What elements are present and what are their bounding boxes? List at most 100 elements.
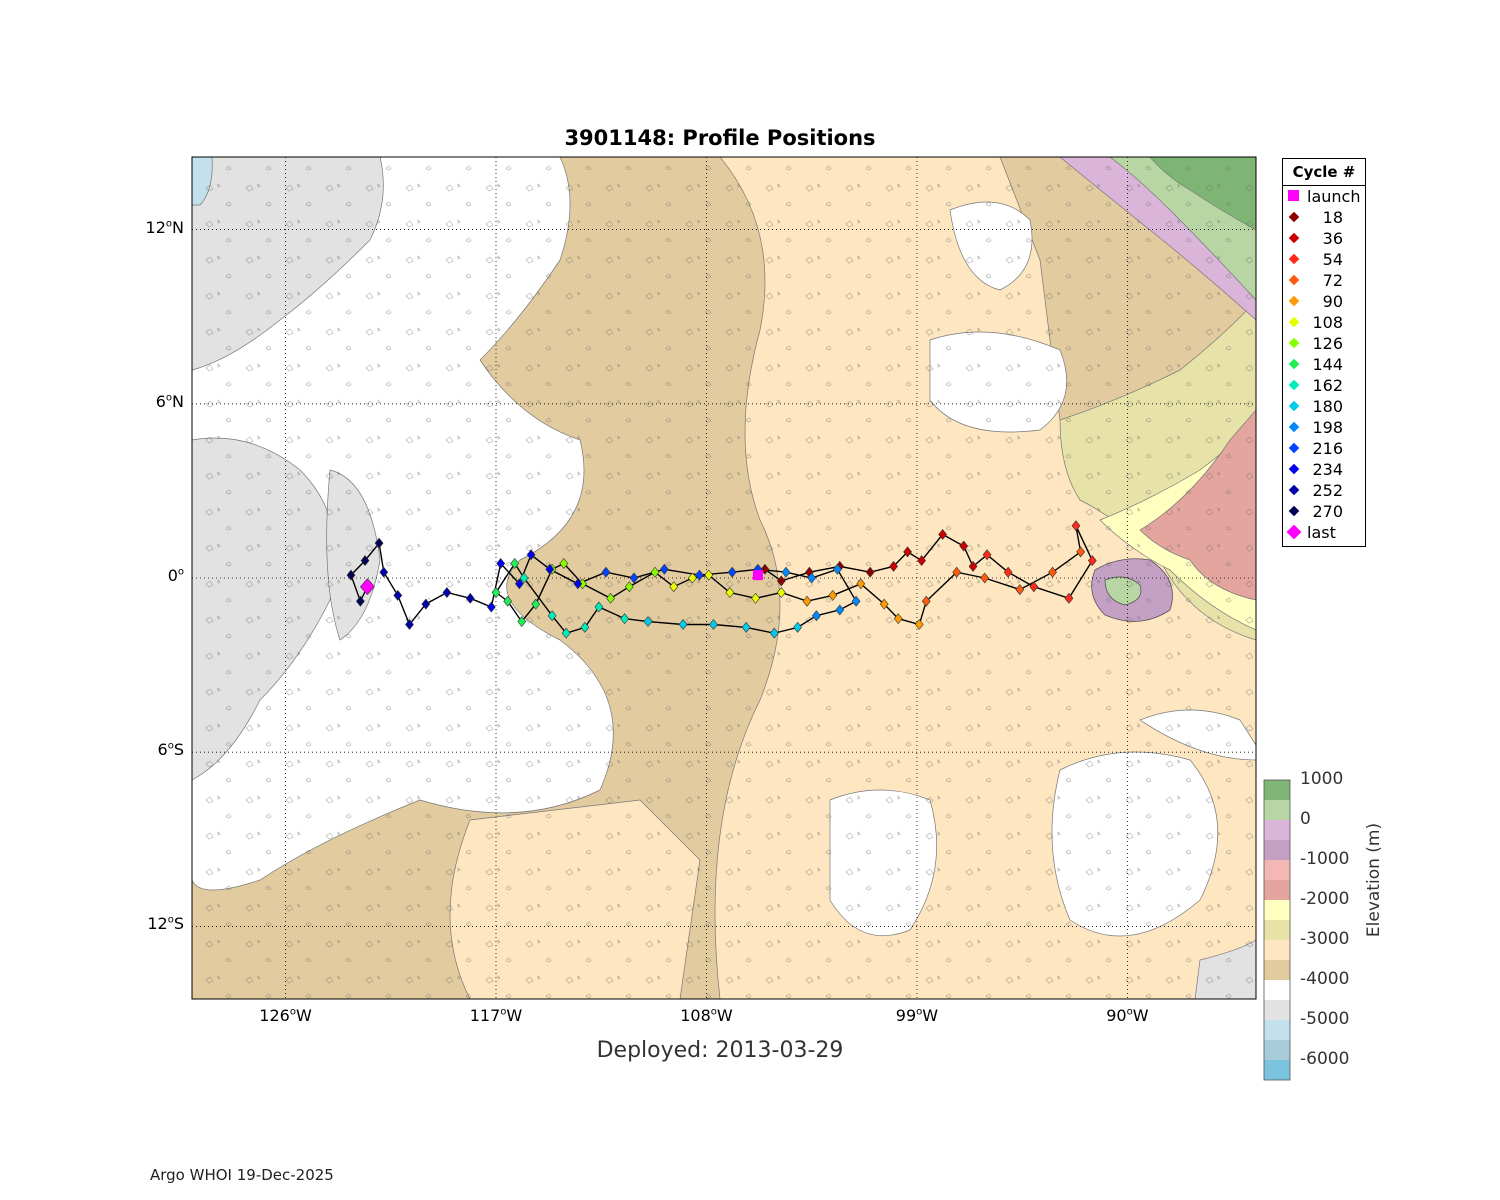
legend-label: 72 [1322,271,1343,290]
tick-hemi: N [172,391,184,411]
colorbar-swatch [1264,960,1290,980]
map-frame [191,156,1257,1000]
profile-point [559,558,569,569]
legend-item: 198 [1283,417,1365,438]
profile-point [491,587,501,598]
profile-point [688,572,697,584]
profile-point [515,578,524,590]
legend-label: 144 [1312,355,1343,374]
tick-deg: 6 [155,391,166,411]
legend-label: 234 [1312,460,1343,479]
colorbar-tick: -5000 [1300,1009,1350,1029]
legend-item: 126 [1283,333,1365,354]
tick-hemi: S [173,914,184,934]
profile-point [835,604,845,616]
colorbar-swatch [1264,980,1290,1000]
profile-point [856,578,866,590]
profile-point [1048,566,1057,578]
legend-item: last [1283,522,1365,543]
profile-point [865,566,875,578]
profile-point [811,610,821,622]
profile-point [606,592,615,604]
profile-point [760,563,770,575]
y-tick-label: 6oN [155,391,184,411]
profile-point [643,616,653,628]
profile-point [776,575,786,587]
profile-point [893,613,903,625]
tick-hemi: W [922,1006,939,1025]
profile-point [547,610,557,622]
legend-item: launch [1283,186,1365,207]
diamond-marker-icon [1288,379,1300,391]
profile-point [781,566,791,578]
tick-hemi: S [173,740,184,760]
colorbar-swatch [1264,800,1290,820]
legend-label: launch [1307,187,1361,206]
profile-point [629,572,639,584]
diamond-marker-icon [1286,524,1302,540]
colorbar-tick: -6000 [1300,1049,1350,1069]
diamond-marker-icon [1288,484,1300,496]
colorbar-swatch [1264,1000,1290,1020]
colorbar-swatch [1264,1040,1290,1060]
profile-point [624,581,634,593]
profile-point [531,598,541,610]
profile-point [421,598,431,610]
y-tick-label: 12oN [145,217,184,237]
colorbar-swatch [1264,880,1290,900]
profile-point [917,555,926,567]
launch-marker [752,570,763,581]
profile-point [776,587,786,598]
colorbar-tick: -4000 [1300,969,1350,989]
legend-label: 252 [1312,481,1343,500]
diamond-marker-icon [1288,421,1300,433]
tick-hemi: N [172,217,184,237]
profile-point [725,587,735,598]
profile-point [968,560,978,572]
x-tick-label: 126oW [259,1006,312,1025]
colorbar-swatch [1264,900,1290,920]
legend-label: 18 [1322,208,1343,227]
legend-title: Cycle # [1283,159,1365,186]
profile-point [982,549,992,561]
profile-point [1064,592,1074,604]
legend-item: 36 [1283,228,1365,249]
deployed-date: Deployed: 2013-03-29 [596,1038,844,1063]
x-tick-label: 90oW [1106,1006,1149,1025]
tick-hemi: W [506,1006,523,1025]
colorbar-swatch [1264,860,1290,880]
profile-point [793,621,803,633]
profile-point [379,566,389,578]
legend-label: 90 [1322,292,1343,311]
profile-point [601,566,611,578]
track-line [350,525,1094,635]
profile-point [517,616,527,628]
tick-deg: 99 [895,1006,917,1025]
legend-label: 216 [1312,439,1343,458]
profile-point [921,595,931,607]
profile-point [486,601,496,613]
diamond-marker-icon [1288,400,1300,412]
tick-deg: 126 [259,1006,290,1025]
profile-point [659,563,669,575]
profile-point [650,566,660,578]
legend-label: last [1307,523,1336,542]
diamond-marker-icon [1288,442,1300,454]
float-track [346,520,1097,639]
legend-label: 180 [1312,397,1343,416]
profile-point [695,569,704,581]
diamond-marker-icon [1288,505,1300,517]
profile-point [519,572,529,584]
last-marker [359,578,375,596]
profile-point [510,558,520,569]
profile-point [374,537,384,549]
tick-hemi: W [1132,1006,1149,1025]
square-marker-icon [1288,190,1299,201]
profile-point [807,572,817,584]
profile-point [751,592,760,604]
profile-point [889,560,898,572]
legend-item: 18 [1283,207,1365,228]
profile-point [952,566,962,578]
profile-point [914,618,924,630]
profile-point [503,595,513,607]
